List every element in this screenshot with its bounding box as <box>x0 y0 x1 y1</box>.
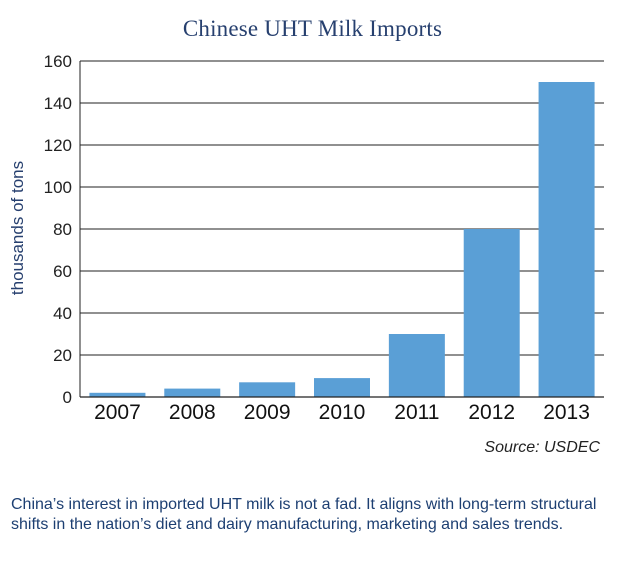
y-tick-label: 20 <box>53 346 72 365</box>
chart-title: Chinese UHT Milk Imports <box>182 16 443 41</box>
y-tick-label: 160 <box>44 52 72 71</box>
bar-2013 <box>538 82 595 397</box>
bar-2012 <box>463 229 520 397</box>
x-tick-label: 2013 <box>543 401 590 424</box>
x-tick-label: 2008 <box>169 401 216 424</box>
x-tick-label: 2010 <box>319 401 366 424</box>
x-tick-label: 2011 <box>394 401 439 424</box>
y-tick-label: 40 <box>53 304 72 323</box>
x-tick-label: 2009 <box>244 401 291 424</box>
bar-chart: 0 20 40 60 80 100 120 140 160 2007 2008 2009 2010 201… <box>44 52 604 424</box>
y-tick-label: 60 <box>53 262 72 281</box>
y-tick-label: 0 <box>63 388 72 407</box>
caption-text: China’s interest in imported UHT milk is… <box>11 496 597 533</box>
bar-2009 <box>239 382 296 397</box>
bar-2011 <box>388 334 445 397</box>
x-tick-label: 2007 <box>94 401 141 424</box>
y-tick-label: 140 <box>44 94 72 113</box>
bar-2007 <box>89 392 146 397</box>
bar-2010 <box>314 378 370 397</box>
bar-2008 <box>164 388 221 397</box>
x-tick-label: 2012 <box>468 401 515 424</box>
y-tick-label: 120 <box>44 136 72 155</box>
y-tick-label: 100 <box>44 178 72 197</box>
y-tick-label: 80 <box>53 220 72 239</box>
source-note: Source: USDEC <box>484 439 600 456</box>
